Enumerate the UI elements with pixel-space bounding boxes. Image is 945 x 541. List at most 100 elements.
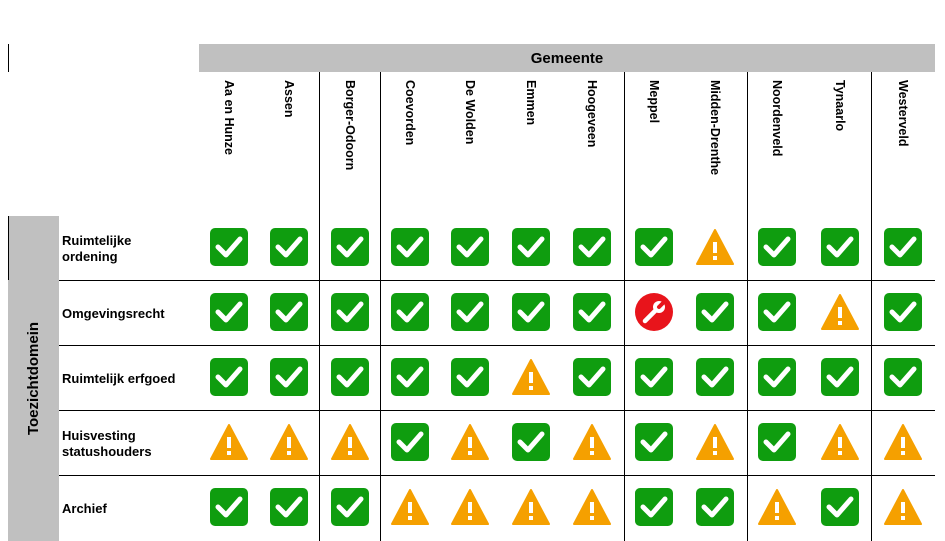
warning-icon — [695, 227, 735, 267]
column-header-label: Midden-Drenthe — [708, 80, 722, 176]
warning-icon — [820, 422, 860, 462]
warning-icon — [883, 422, 923, 462]
check-icon — [209, 227, 249, 267]
check-icon — [511, 422, 551, 462]
wrench-icon — [634, 292, 674, 332]
check-icon — [209, 487, 249, 527]
check-icon — [209, 357, 249, 397]
check-icon — [330, 357, 370, 397]
column-header-10: Tynaarlo — [831, 80, 851, 210]
check-icon — [634, 422, 674, 462]
column-header-7: Meppel — [645, 80, 665, 210]
top-left-tick — [8, 44, 9, 72]
check-icon — [209, 292, 249, 332]
column-header-label: Assen — [282, 80, 296, 118]
check-icon — [695, 487, 735, 527]
check-icon — [390, 227, 430, 267]
check-icon — [390, 357, 430, 397]
column-header-label: Tynaarlo — [833, 80, 847, 132]
warning-icon — [269, 422, 309, 462]
column-header-label: De Wolden — [463, 80, 477, 145]
column-header-6: Hoogeveen — [583, 80, 603, 210]
gemeente-header: Gemeente — [199, 44, 935, 72]
column-header-5: Emmen — [522, 80, 542, 210]
gemeente-header-label: Gemeente — [530, 49, 604, 67]
toezichtdomein-bar — [8, 216, 59, 541]
warning-icon — [511, 487, 551, 527]
check-icon — [269, 292, 309, 332]
column-header-9: Noordenveld — [768, 80, 788, 210]
check-icon — [269, 357, 309, 397]
check-icon — [390, 422, 430, 462]
column-header-1: Assen — [280, 80, 300, 210]
column-header-label: Hoogeveen — [585, 80, 599, 148]
column-header-label: Westerveld — [896, 80, 910, 147]
column-header-3: Coevorden — [401, 80, 421, 210]
check-icon — [572, 227, 612, 267]
group-divider-1 — [380, 72, 381, 541]
toezichtdomein-label: Toezichtdomein — [25, 321, 42, 436]
check-icon — [390, 292, 430, 332]
check-icon — [634, 357, 674, 397]
check-icon — [511, 227, 551, 267]
row-label-3: Huisvesting statushouders — [62, 427, 152, 459]
check-icon — [269, 487, 309, 527]
warning-icon — [695, 422, 735, 462]
row-label-0: Ruimtelijke ordening — [62, 232, 132, 264]
check-icon — [757, 227, 797, 267]
column-header-0: Aa en Hunze — [220, 80, 240, 210]
warning-icon — [820, 292, 860, 332]
row-label-2: Ruimtelijk erfgoed — [62, 370, 176, 386]
row-divider-1 — [59, 345, 935, 346]
warning-icon — [572, 422, 612, 462]
warning-icon — [450, 487, 490, 527]
group-divider-4 — [871, 72, 872, 541]
check-icon — [330, 292, 370, 332]
check-icon — [695, 357, 735, 397]
warning-icon — [883, 487, 923, 527]
warning-icon — [390, 487, 430, 527]
warning-icon — [757, 487, 797, 527]
check-icon — [757, 357, 797, 397]
column-header-4: De Wolden — [461, 80, 481, 210]
column-header-label: Noordenveld — [770, 80, 784, 157]
column-header-11: Westerveld — [894, 80, 914, 210]
row-divider-0 — [59, 280, 935, 281]
row-label-1: Omgevingsrecht — [62, 305, 165, 321]
check-icon — [883, 292, 923, 332]
check-icon — [820, 487, 860, 527]
check-icon — [330, 487, 370, 527]
check-icon — [883, 357, 923, 397]
column-header-label: Coevorden — [403, 80, 417, 146]
row-divider-2 — [59, 410, 935, 411]
check-icon — [450, 227, 490, 267]
side-left-edge — [8, 216, 9, 280]
group-divider-2 — [624, 72, 625, 541]
check-icon — [695, 292, 735, 332]
column-header-label: Meppel — [647, 80, 661, 124]
column-header-label: Borger-Odoorn — [343, 80, 357, 171]
check-icon — [572, 357, 612, 397]
column-header-8: Midden-Drenthe — [706, 80, 726, 210]
check-icon — [330, 227, 370, 267]
row-label-4: Archief — [62, 500, 107, 516]
warning-icon — [330, 422, 370, 462]
warning-icon — [572, 487, 612, 527]
check-icon — [450, 292, 490, 332]
check-icon — [511, 292, 551, 332]
row-divider-3 — [59, 475, 935, 476]
group-divider-3 — [747, 72, 748, 541]
warning-icon — [450, 422, 490, 462]
column-header-label: Emmen — [524, 80, 538, 126]
toezichtdomein-header: Toezichtdomein — [8, 216, 59, 541]
warning-icon — [511, 357, 551, 397]
check-icon — [634, 487, 674, 527]
check-icon — [883, 227, 923, 267]
check-icon — [757, 422, 797, 462]
check-icon — [820, 227, 860, 267]
group-divider-0 — [319, 72, 320, 541]
check-icon — [450, 357, 490, 397]
check-icon — [634, 227, 674, 267]
column-header-2: Borger-Odoorn — [341, 80, 361, 210]
